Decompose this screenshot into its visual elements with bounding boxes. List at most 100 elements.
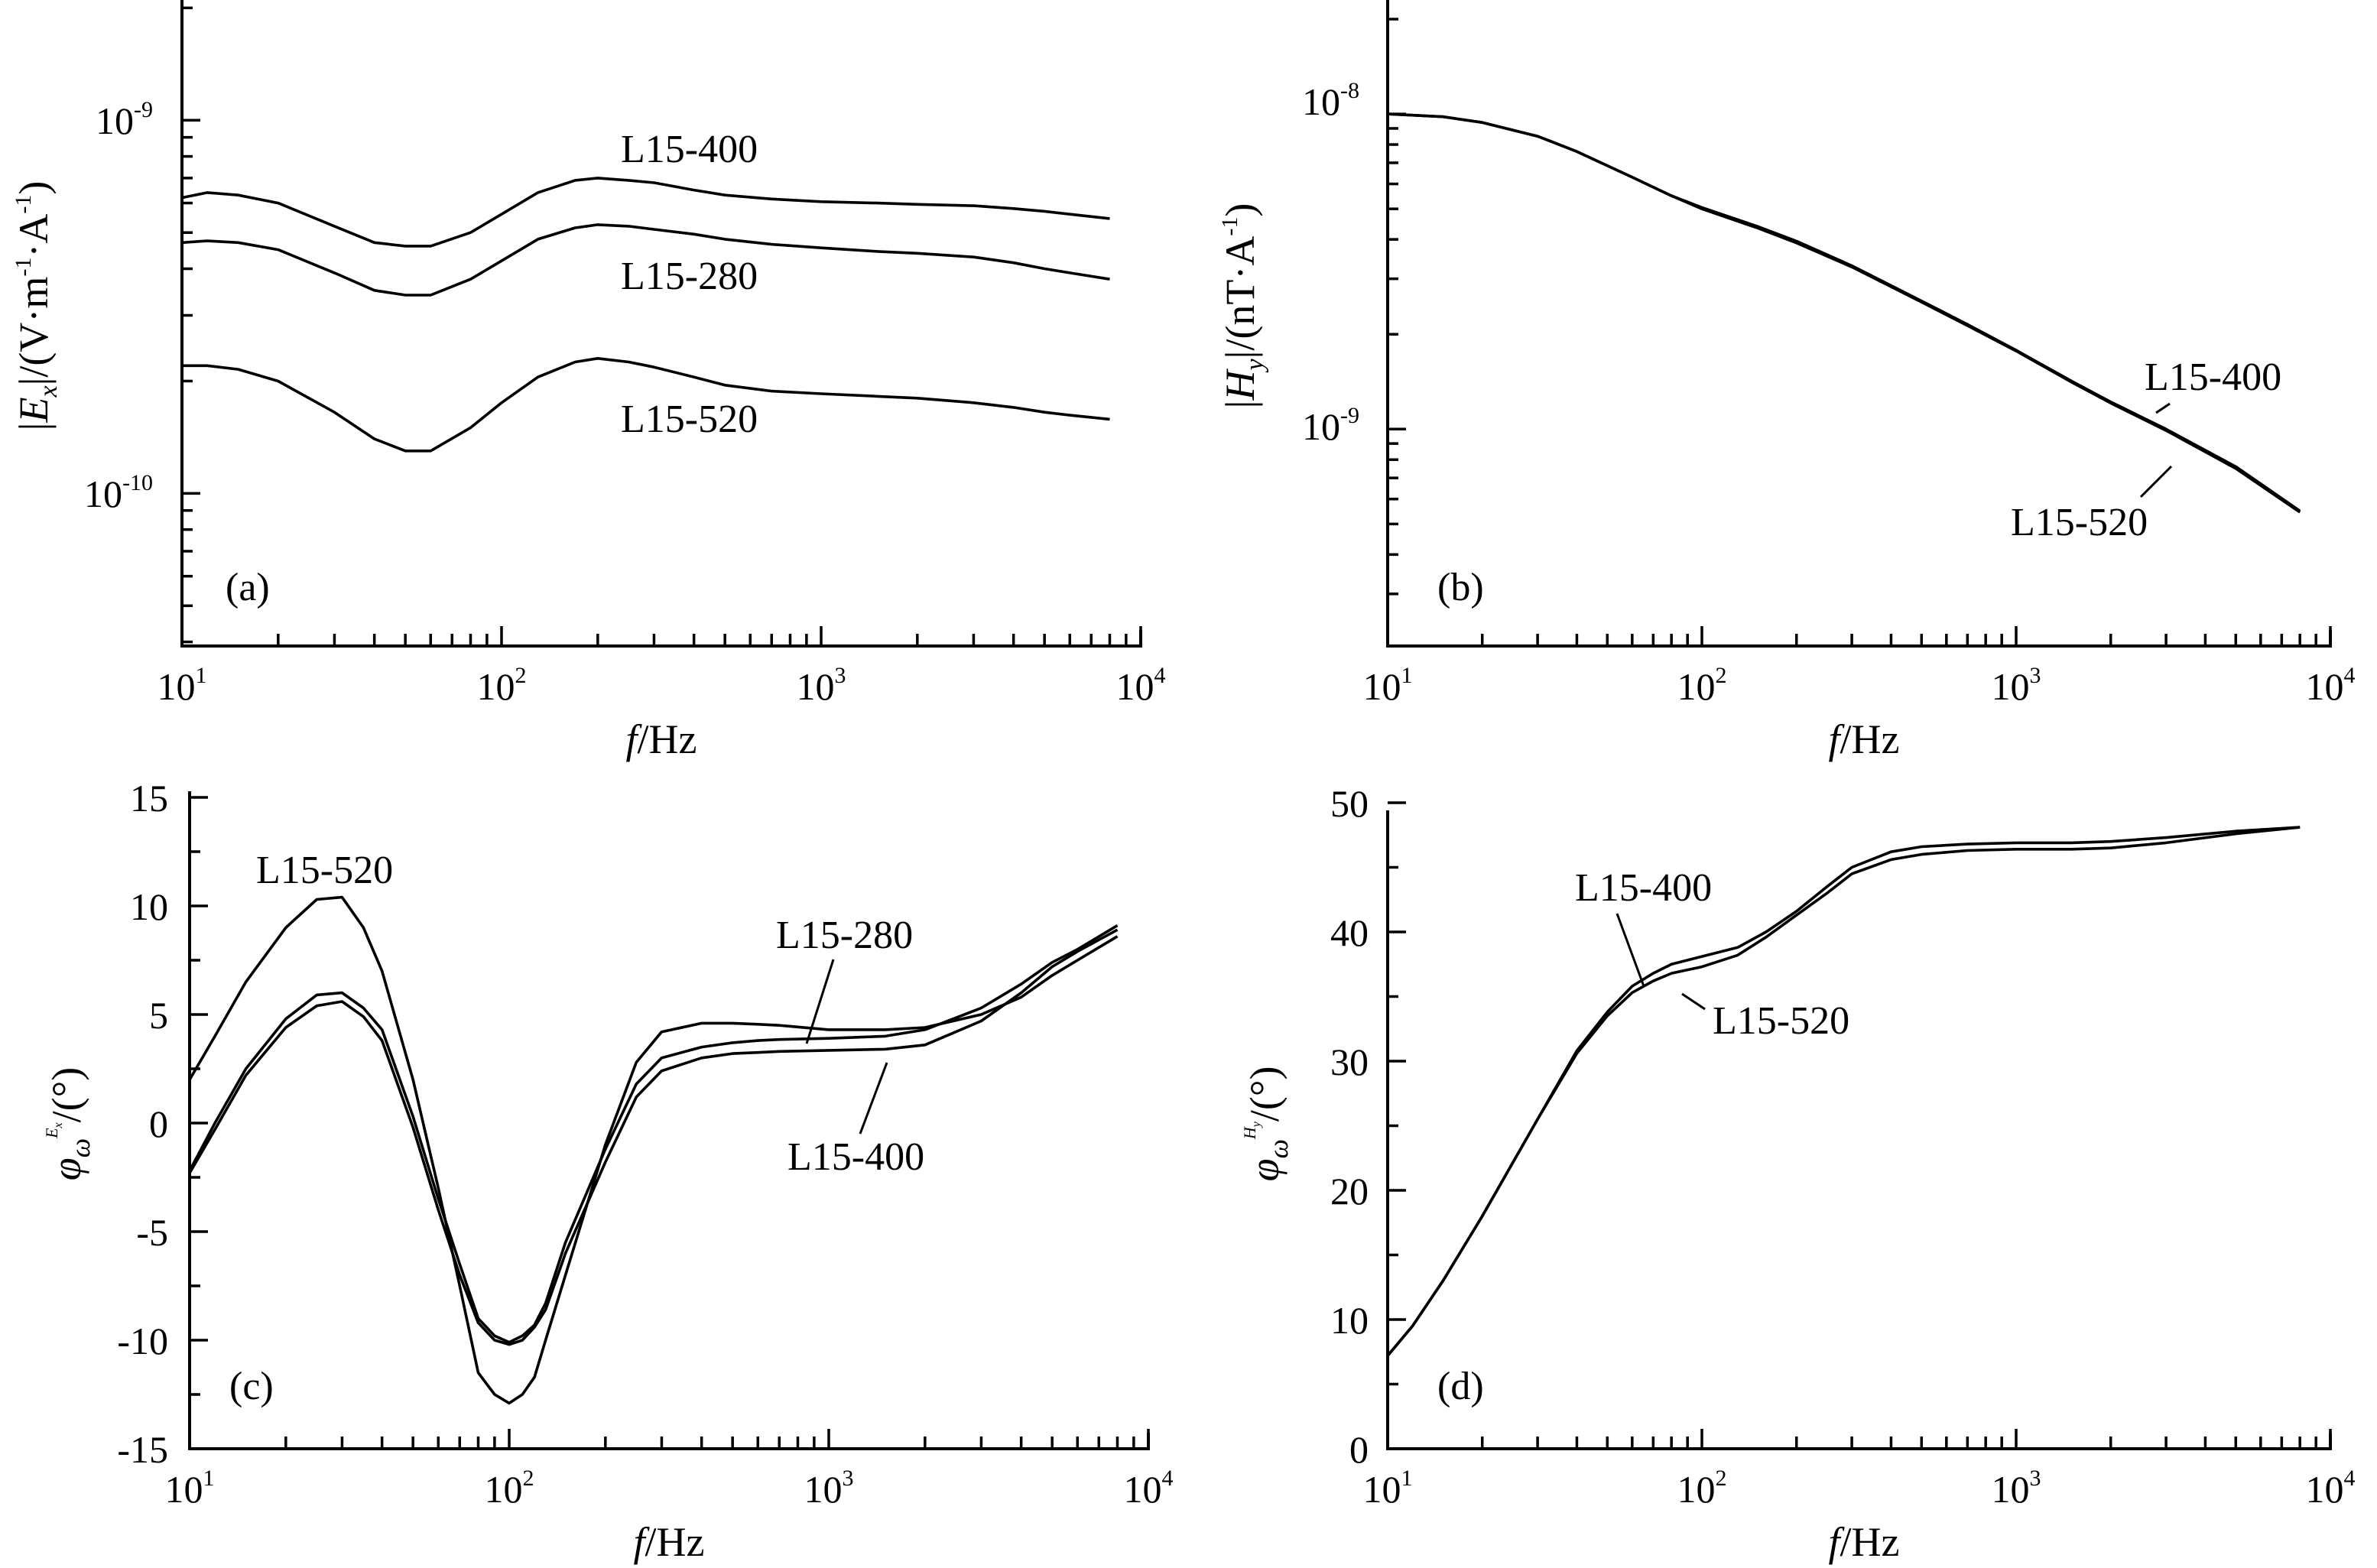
b-y-axis-label: |Hy|/(nT·A-1) (1217, 203, 1269, 409)
a-ann-L15-520: L15-520 (621, 398, 758, 441)
d-ann-L15-520: L15-520 (1713, 999, 1849, 1043)
d-ytick-label: 20 (1330, 1170, 1369, 1213)
b-xtick-2-base: 10 (1677, 665, 1716, 708)
c-xtick-4-exp: 4 (1162, 1466, 1174, 1491)
b-x-axis-label: f/Hz (1829, 716, 1900, 762)
a-xtick-4: 104 (1116, 663, 1166, 708)
panel-d: 101 102 103 104 0 10 20 30 40 50 f/Hz φω… (1240, 782, 2356, 1565)
panel-c-lines (188, 895, 1119, 1405)
a-ytick-1-base: 10 (84, 472, 122, 515)
d-xtick-2: 102 (1677, 1466, 1727, 1511)
d-ann-L15-400: L15-400 (1575, 866, 1712, 910)
panel-d-y-tick-labels: 0 10 20 30 40 50 (1330, 782, 1369, 1471)
b-xtick-4: 104 (2306, 663, 2356, 708)
a-series-L15-280 (181, 223, 1110, 297)
d-y-axis-label: φωHy/(°) (1240, 1066, 1294, 1182)
c-leader-L15-280 (805, 959, 835, 1044)
d-xtick-3-base: 10 (1992, 1468, 2030, 1511)
a-series-L15-400 (181, 177, 1110, 248)
c-ytick-label: -5 (136, 1211, 168, 1254)
panel-b-lines (1387, 112, 2301, 514)
c-xtick-1-base: 10 (165, 1468, 203, 1511)
panel-a-ticks (180, 6, 1142, 646)
b-panel-label: (b) (1437, 566, 1484, 609)
a-ytick-1e-10: 10-10 (84, 470, 153, 515)
d-xtick-1-base: 10 (1363, 1468, 1401, 1511)
c-xtick-4: 104 (1124, 1466, 1174, 1511)
d-panel-label: (d) (1437, 1365, 1484, 1408)
c-series-L15-520 (188, 895, 1119, 1405)
b-ytick-1-exp: -9 (1340, 403, 1359, 428)
c-xtick-3: 103 (804, 1466, 854, 1511)
c-series-L15-280 (188, 924, 1119, 1344)
d-ytick-label: 30 (1330, 1040, 1369, 1083)
d-series-L15-520 (1386, 826, 2301, 1357)
b-ytick-2-base: 10 (1302, 80, 1340, 123)
a-xtick-1-exp: 1 (196, 663, 207, 688)
c-xtick-1: 101 (165, 1466, 215, 1511)
a-xtick-1-base: 10 (157, 665, 196, 708)
d-xtick-4-base: 10 (2306, 1468, 2344, 1511)
a-xtick-2-base: 10 (477, 665, 515, 708)
a-panel-label: (a) (226, 566, 270, 609)
d-ytick-label: 50 (1330, 782, 1369, 825)
d-xtick-2-base: 10 (1677, 1468, 1716, 1511)
panel-d-axes-frame (1386, 810, 2332, 1450)
d-ytick-label: 10 (1330, 1299, 1369, 1342)
b-xtick-3-base: 10 (1992, 665, 2030, 708)
c-ytick-label: 0 (149, 1102, 168, 1145)
panel-b: 101 102 103 104 10-9 10-8 f/Hz |Hy|/(nT·… (1217, 0, 2356, 762)
d-leader-L15-520 (1681, 992, 1706, 1011)
c-leader-L15-400 (859, 1062, 888, 1135)
a-xtick-3-base: 10 (797, 665, 835, 708)
b-ann-L15-400: L15-400 (2145, 355, 2281, 399)
a-series-L15-520 (182, 356, 1110, 453)
d-xtick-1-exp: 1 (1401, 1466, 1413, 1491)
a-xtick-3-exp: 3 (835, 663, 846, 688)
c-ytick-label: -15 (117, 1428, 168, 1471)
d-x-axis-label: f/Hz (1829, 1519, 1900, 1565)
a-x-axis-label: f/Hz (626, 716, 697, 762)
a-y-axis-label: |Ex|/(V·m-1·A-1) (11, 181, 63, 431)
a-ann-L15-400: L15-400 (621, 128, 758, 171)
c-ytick-label: 10 (130, 885, 168, 928)
c-ytick-label: -10 (117, 1320, 168, 1362)
c-ann-L15-400: L15-400 (787, 1135, 924, 1179)
panel-d-lines (1386, 826, 2301, 1357)
a-xtick-4-base: 10 (1116, 665, 1154, 708)
b-leader-L15-520 (2139, 465, 2173, 498)
b-xtick-1-exp: 1 (1401, 663, 1413, 688)
a-ytick-2-base: 10 (96, 99, 134, 142)
panel-a-axes-frame (180, 0, 1142, 648)
panel-b-y-tick-labels: 10-9 10-8 (1302, 78, 1359, 448)
b-xtick-3-exp: 3 (2030, 663, 2041, 688)
d-xtick-1: 101 (1363, 1466, 1413, 1511)
b-xtick-1-base: 10 (1363, 665, 1401, 708)
c-x-axis-label: f/Hz (634, 1519, 705, 1565)
c-panel-label: (c) (229, 1365, 274, 1408)
panel-a-lines (181, 177, 1110, 453)
c-xtick-2: 102 (485, 1466, 534, 1511)
c-xtick-2-base: 10 (485, 1468, 523, 1511)
c-xtick-4-base: 10 (1124, 1468, 1162, 1511)
b-ytick-2-exp: -8 (1340, 78, 1359, 103)
panel-c-y-tick-labels: -15 -10 -5 0 5 10 15 (117, 777, 168, 1471)
b-ann-L15-520: L15-520 (2011, 501, 2148, 544)
a-xtick-2-exp: 2 (515, 663, 527, 688)
c-xtick-1-exp: 1 (203, 1466, 215, 1491)
b-xtick-4-base: 10 (2306, 665, 2344, 708)
panel-c-ticks (188, 796, 1150, 1450)
d-xtick-3-exp: 3 (2030, 1466, 2041, 1491)
b-xtick-2-exp: 2 (1716, 663, 1727, 688)
c-xtick-3-base: 10 (804, 1468, 843, 1511)
a-xtick-4-exp: 4 (1154, 663, 1166, 688)
a-xtick-2: 102 (477, 663, 527, 708)
a-ytick-1-exp: -10 (122, 470, 153, 495)
c-xtick-2-exp: 2 (523, 1466, 534, 1491)
d-xtick-2-exp: 2 (1716, 1466, 1727, 1491)
d-ytick-label: 0 (1349, 1428, 1369, 1471)
b-xtick-1: 101 (1363, 663, 1413, 708)
b-series-L15-400 (1387, 112, 2301, 512)
a-ann-L15-280: L15-280 (621, 255, 758, 298)
d-ytick-label: 40 (1330, 911, 1369, 954)
